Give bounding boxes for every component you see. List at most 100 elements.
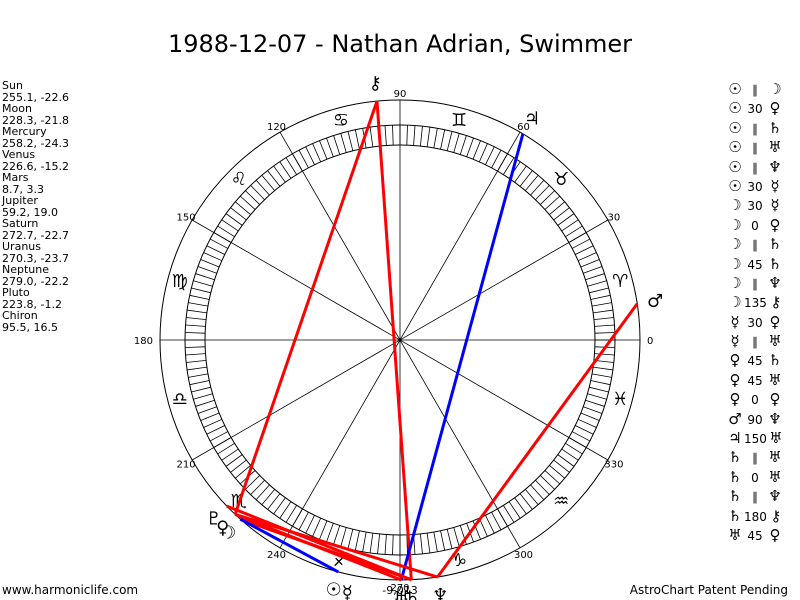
aspect-value: 45 (747, 257, 763, 272)
degree-tick (255, 179, 270, 196)
degree-tick (549, 201, 565, 215)
aspect-row: ☽ 135 ⚷ (726, 293, 785, 312)
degree-tick (585, 399, 605, 407)
aspect-line (233, 100, 379, 515)
degree-tick (577, 418, 597, 428)
degree-tick (557, 213, 575, 226)
degree-labels: 0 30 60 90 120 150 180 210 240 270 300 330 (134, 89, 653, 594)
aspect-row: ♄ 180 ⚷ (726, 507, 785, 526)
degree-tick (583, 406, 603, 414)
aspect-value: ∥ (752, 160, 758, 175)
aspect-row: ☉ 30 ♀ (726, 99, 785, 118)
degree-tick (593, 317, 614, 321)
degree-tick (590, 380, 611, 386)
aspect-row: ♀ 45 ♅ (726, 371, 785, 390)
aspect-row: ☽ ∥ ♄ (726, 235, 785, 254)
degree-tick (185, 346, 206, 348)
planet-glyph: ♄ (728, 487, 742, 506)
aspect-row: ♄ 0 ♅ (726, 468, 785, 487)
degree-tick (191, 386, 211, 393)
degree-tick (585, 273, 605, 281)
degree-tick (459, 135, 467, 155)
degree-tick (245, 190, 261, 205)
degree-tick (221, 448, 239, 461)
planet-glyph: ☿ (730, 312, 740, 331)
planet-glyph: ♃ (728, 429, 742, 448)
degree-tick (195, 273, 215, 281)
degree-tick (392, 534, 394, 555)
planet-glyph: ♀ (769, 99, 781, 118)
degree-tick (185, 324, 206, 327)
degree-tick (549, 465, 565, 479)
degree-tick (298, 149, 309, 169)
degree-tick (187, 366, 207, 371)
aspect-value: ∥ (752, 121, 758, 136)
degree-tick (250, 185, 265, 201)
site-link[interactable]: www.harmoniclife.com (2, 583, 139, 597)
degree-tick (583, 266, 603, 274)
planet-glyph: ☉ (728, 176, 742, 195)
degree-tick (589, 287, 609, 294)
aspect-value: ∥ (752, 238, 758, 253)
degree-tick (440, 129, 446, 150)
degree-tick (485, 146, 495, 165)
degree-label: 0 (647, 336, 653, 347)
degree-tick (491, 149, 502, 169)
aspect-row: ♄ ∥ ♆ (726, 487, 785, 506)
planet-glyph: ♄ (728, 448, 742, 467)
planet-name: Jupiter (2, 194, 38, 207)
degree-tick (525, 175, 539, 191)
planet-glyph: ☉ (728, 138, 742, 157)
planet-glyph: ☉ (728, 157, 742, 176)
planet-coords: 223.8, -1.2 (2, 297, 62, 311)
planet-glyph: ♀ (769, 390, 781, 409)
aspect-value: ∥ (752, 141, 758, 156)
planet-glyph: ☽ (728, 235, 742, 254)
aspect-row: ☿ 30 ♀ (726, 313, 785, 332)
planet-glyph: ♀ (769, 312, 781, 331)
degree-label: 180 (134, 336, 153, 347)
degree-tick (230, 459, 247, 473)
degree-tick (478, 143, 488, 163)
planet-glyph: ☉ (728, 80, 742, 98)
planet-glyph: ♀ (769, 525, 781, 544)
aspect-value: ∥ (752, 335, 758, 350)
degree-tick (261, 175, 275, 191)
degree-tick (191, 287, 211, 294)
degree-tick (250, 479, 265, 495)
degree-tick (446, 529, 453, 549)
aspect-value: 45 (747, 528, 763, 543)
taurus-icon: ♉ (553, 169, 569, 190)
degree-tick (433, 128, 438, 149)
planet-coords: 279.0, -22.2 (2, 274, 69, 288)
planet-glyph: ♆ (768, 157, 782, 176)
planet-positions-list: Sun 255.1, -22.6 Moon 228.3, -21.8 Mercury 25… (2, 80, 69, 333)
degree-tick (261, 489, 275, 505)
degree-tick (519, 493, 533, 510)
aspect-value: ∥ (752, 276, 758, 291)
planet-glyph: ☿ (770, 196, 780, 215)
planet-glyph: ☽ (728, 273, 742, 292)
degree-tick (279, 501, 292, 519)
libra-icon: ♎ (172, 389, 188, 410)
degree-tick (419, 126, 423, 147)
degree-tick (340, 527, 347, 547)
planet-glyph: ♅ (768, 448, 782, 467)
degree-tick (561, 219, 579, 232)
planet-glyph: ♄ (728, 467, 742, 486)
degree-tick (384, 534, 387, 555)
planet-coords: 8.7, 3.3 (2, 182, 44, 196)
degree-tick (433, 531, 438, 552)
degree-tick (333, 135, 341, 155)
degree-tick (535, 479, 550, 495)
planet-glyph: ♂ (728, 409, 742, 428)
degree-tick (557, 454, 575, 467)
degree-tick (225, 454, 243, 467)
degree-tick (203, 252, 223, 262)
aspect-value: 45 (747, 373, 763, 388)
degree-tick (594, 332, 615, 334)
degree-tick (188, 302, 209, 307)
planet-name: Chiron (2, 309, 38, 322)
degree-label: 90 (394, 89, 407, 100)
planet-glyph: ♄ (768, 235, 782, 254)
